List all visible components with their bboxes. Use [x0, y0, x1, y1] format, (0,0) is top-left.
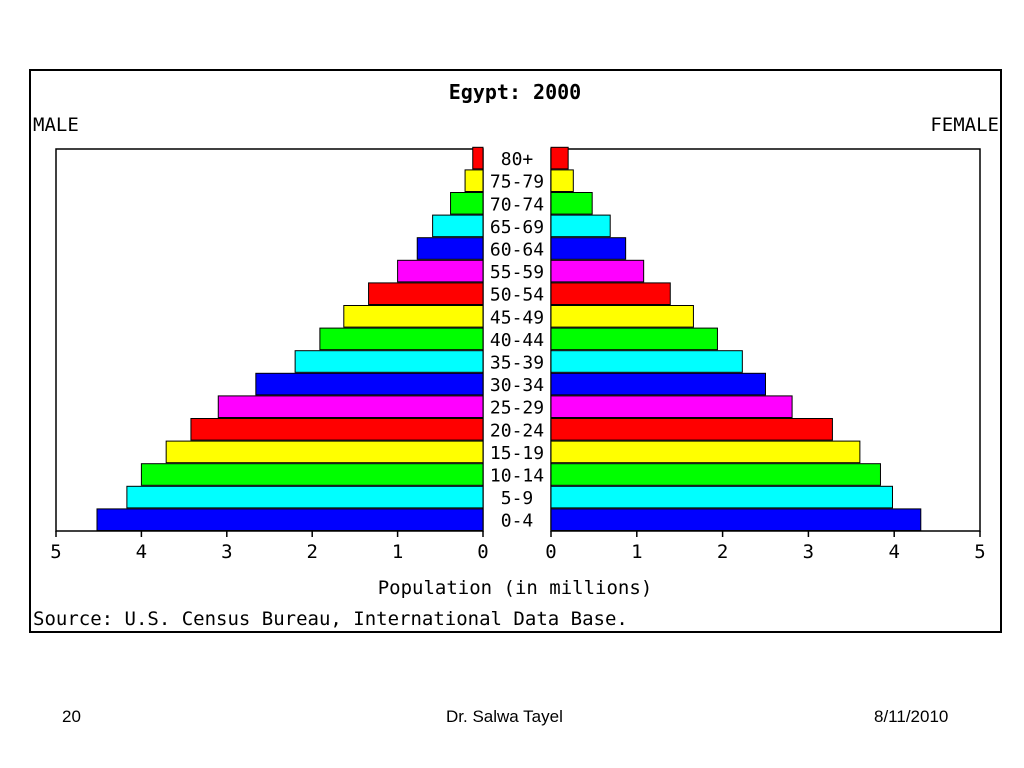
female-bar-50-54 — [550, 282, 671, 305]
age-group-label: 55-59 — [490, 262, 544, 283]
female-bar-15-19 — [550, 440, 861, 464]
x-axis-ticks: 5 4 3 2 1 0 0 1 2 3 4 5 — [50, 531, 986, 563]
x-tick-label: 1 — [392, 541, 403, 563]
x-axis-label: Population (in millions) — [378, 577, 653, 599]
age-group-label: 15-19 — [490, 443, 544, 464]
male-bar-5-9 — [126, 485, 484, 509]
x-tick-label: 1 — [631, 541, 642, 563]
age-group-label: 25-29 — [490, 398, 544, 419]
male-bar-10-14 — [140, 463, 484, 486]
age-group-label: 65-69 — [490, 217, 544, 238]
male-bar-75-79 — [464, 169, 484, 193]
x-tick-label: 4 — [888, 541, 899, 563]
female-bar-70-74 — [550, 192, 593, 215]
male-bar-50-54 — [368, 282, 484, 305]
x-tick-label: 0 — [545, 541, 556, 563]
age-labels-layer: 80+75-7970-7465-6960-6455-5950-5445-4940… — [490, 149, 544, 532]
age-group-label: 40-44 — [490, 330, 544, 351]
x-tick-label: 0 — [477, 541, 488, 563]
female-bar-65-69 — [550, 214, 611, 238]
slide-date: 8/11/2010 — [874, 707, 949, 726]
population-pyramid-chart: Egypt: 2000 MALE FEMALE 80+ 75-79 70-74 65-… — [29, 69, 1002, 633]
age-group-label: 10-14 — [490, 466, 544, 487]
x-tick-label: 2 — [306, 541, 317, 563]
male-bar-55-59 — [397, 259, 484, 283]
male-bar-35-39 — [294, 350, 484, 373]
male-bar-80+ — [472, 146, 484, 170]
male-bar-70-74 — [450, 192, 484, 215]
male-bar-20-24 — [190, 418, 484, 441]
x-tick-label: 4 — [136, 541, 147, 563]
female-bar-35-39 — [550, 350, 743, 373]
x-tick-label: 5 — [974, 541, 985, 563]
age-group-label: 5-9 — [501, 488, 534, 509]
female-bar-25-29 — [550, 395, 793, 418]
age-group-label: 60-64 — [490, 240, 544, 261]
age-group-label: 75-79 — [490, 172, 544, 193]
male-bar-65-69 — [432, 214, 484, 238]
female-bar-30-34 — [550, 372, 766, 396]
male-bar-0-4 — [96, 508, 484, 531]
male-label: MALE — [33, 114, 79, 136]
female-bar-40-44 — [550, 327, 718, 351]
female-bar-80+ — [550, 146, 569, 170]
male-bar-40-44 — [319, 327, 484, 351]
female-bar-60-64 — [550, 237, 627, 260]
male-bar-60-64 — [416, 237, 484, 260]
female-bar-5-9 — [550, 485, 893, 509]
male-bar-25-29 — [217, 395, 484, 418]
x-tick-label: 5 — [50, 541, 61, 563]
chart-title: Egypt: 2000 — [449, 80, 581, 104]
female-bar-0-4 — [550, 508, 922, 531]
age-group-label: 30-34 — [490, 375, 544, 396]
female-bar-45-49 — [550, 305, 694, 328]
female-bar-10-14 — [550, 463, 881, 486]
age-group-label: 80+ — [501, 149, 534, 170]
male-bar-15-19 — [165, 440, 484, 464]
x-tick-label: 2 — [717, 541, 728, 563]
bars-layer — [96, 146, 922, 531]
female-bar-55-59 — [550, 259, 645, 283]
age-group-label: 20-24 — [490, 420, 544, 441]
x-tick-label: 3 — [221, 541, 232, 563]
slide-author: Dr. Salwa Tayel — [446, 707, 563, 726]
age-group-label: 70-74 — [490, 194, 544, 215]
age-group-label: 0-4 — [501, 511, 534, 532]
age-group-label: 35-39 — [490, 353, 544, 374]
male-bar-30-34 — [255, 372, 484, 396]
female-label: FEMALE — [930, 114, 999, 136]
age-group-label: 50-54 — [490, 285, 544, 306]
male-bar-45-49 — [343, 305, 484, 328]
female-bar-75-79 — [550, 169, 574, 193]
x-tick-label: 3 — [803, 541, 814, 563]
age-group-label: 45-49 — [490, 307, 544, 328]
female-bar-20-24 — [550, 418, 833, 441]
pyramid-svg: Egypt: 2000 MALE FEMALE 80+75-7970-7465-… — [33, 80, 999, 630]
slide-number: 20 — [62, 707, 81, 726]
source-note: Source: U.S. Census Bureau, Internationa… — [33, 608, 628, 630]
